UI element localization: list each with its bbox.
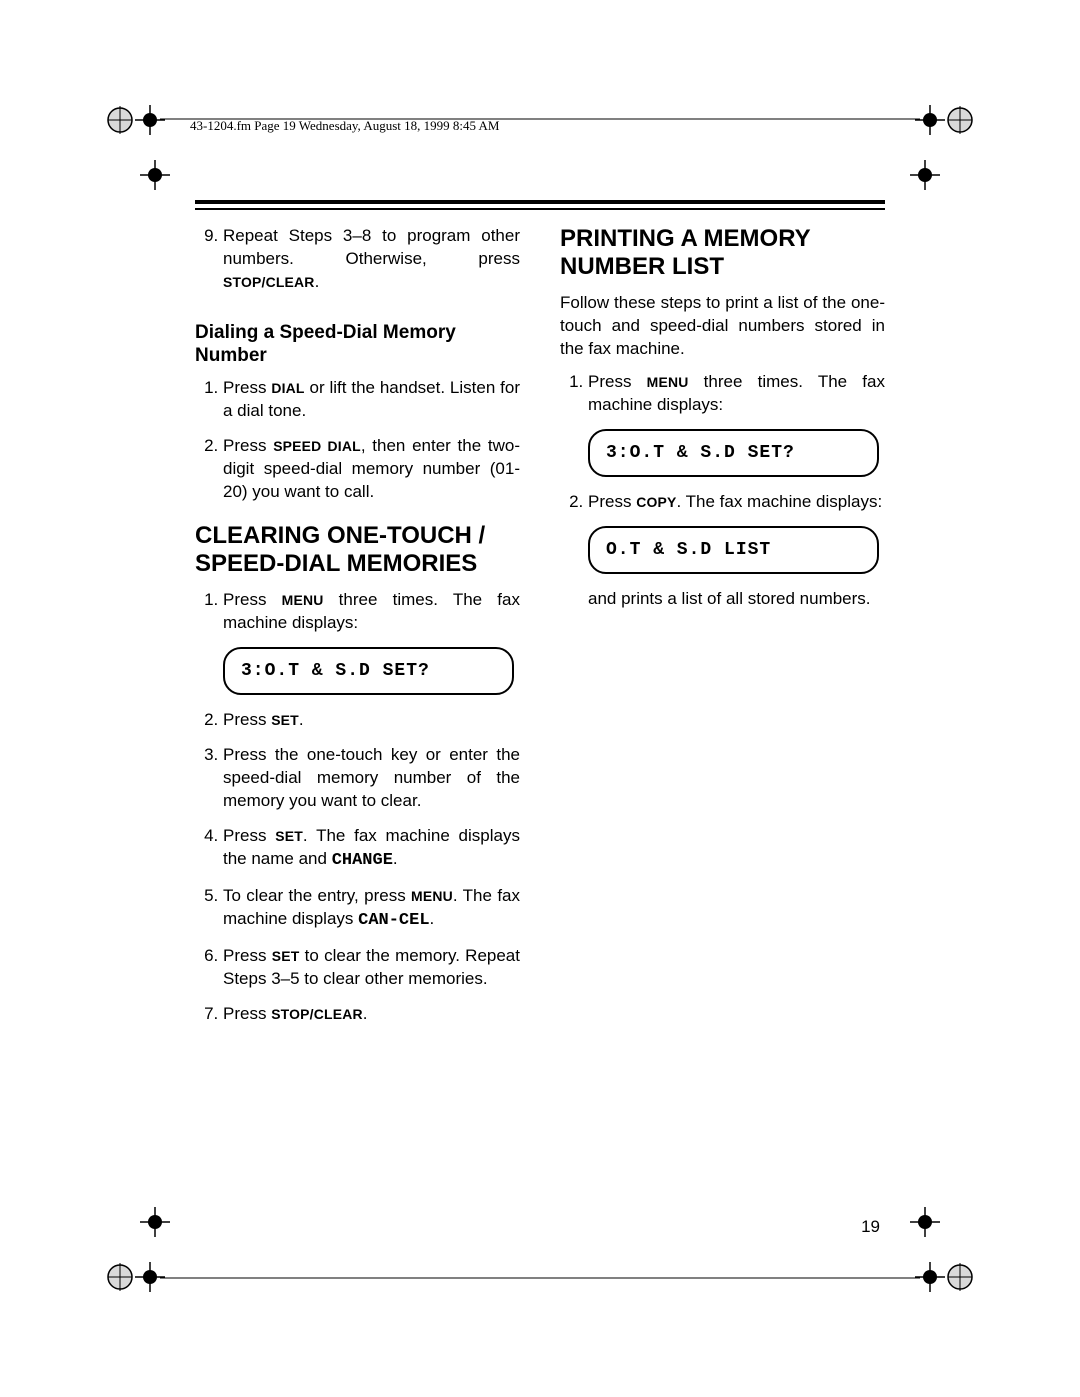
key-copy: COPY	[636, 494, 676, 510]
repeat-step: Repeat Steps 3–8 to program other number…	[223, 225, 520, 294]
right-column: PRINTING A MEMORY NUMBER LIST Follow the…	[560, 225, 885, 1247]
print-after: and prints a list of all stored numbers.	[588, 588, 885, 611]
clear-step-5: To clear the entry, press MENU. The fax …	[223, 885, 520, 933]
heading-dialing: Dialing a Speed-Dial Memory Number	[195, 322, 520, 368]
key-set: SET	[275, 828, 303, 844]
clear-step-2: Press SET.	[223, 709, 520, 732]
display-text-change: CHANGE	[332, 851, 393, 870]
heading-printing: PRINTING A MEMORY NUMBER LIST	[560, 225, 885, 280]
dial-step-1: Press DIAL or lift the handset. Listen f…	[223, 377, 520, 423]
crop-mark-bottom-left	[105, 1257, 165, 1297]
print-intro: Follow these steps to print a list of th…	[560, 292, 885, 361]
side-mark-right-upper	[910, 160, 940, 190]
key-set: SET	[272, 948, 300, 964]
crop-mark-top-right	[915, 100, 975, 140]
print-step-1: Press MENU three times. The fax machine …	[588, 371, 885, 417]
content-area: Repeat Steps 3–8 to program other number…	[195, 225, 885, 1247]
page-number: 19	[861, 1217, 880, 1237]
key-menu: MENU	[411, 888, 453, 904]
key-stop-clear: STOP/CLEAR	[271, 1006, 363, 1022]
heading-clearing: CLEARING ONE-TOUCH / SPEED-DIAL MEMORIES	[195, 522, 520, 577]
key-stop-clear: STOP/CLEAR	[223, 274, 315, 290]
lcd-display-3: O.T & S.D LIST	[588, 526, 879, 574]
clear-step-1: Press MENU three times. The fax machine …	[223, 589, 520, 635]
clear-step-4: Press SET. The fax machine displays the …	[223, 825, 520, 873]
crop-mark-bottom-right	[915, 1257, 975, 1297]
clear-step-6: Press SET to clear the memory. Repeat St…	[223, 945, 520, 991]
crop-line-bottom	[160, 1277, 920, 1279]
display-text-cancel: CAN-CEL	[358, 911, 429, 930]
lcd-display-2: 3:O.T & S.D SET?	[588, 429, 879, 477]
key-speed-dial: SPEED DIAL	[273, 438, 361, 454]
left-column: Repeat Steps 3–8 to program other number…	[195, 225, 520, 1247]
lcd-display-1: 3:O.T & S.D SET?	[223, 647, 514, 695]
side-mark-left-upper	[140, 160, 170, 190]
side-mark-left-lower	[140, 1207, 170, 1237]
header-meta: 43-1204.fm Page 19 Wednesday, August 18,…	[190, 118, 500, 134]
dial-step-2: Press SPEED DIAL, then enter the two-dig…	[223, 435, 520, 504]
page: 43-1204.fm Page 19 Wednesday, August 18,…	[0, 0, 1080, 1397]
side-mark-right-lower	[910, 1207, 940, 1237]
print-step-2: Press COPY. The fax machine displays:	[588, 491, 885, 514]
clear-step-7: Press STOP/CLEAR.	[223, 1003, 520, 1026]
clear-step-3: Press the one-touch key or enter the spe…	[223, 744, 520, 813]
header-rule	[195, 200, 885, 210]
key-menu: MENU	[282, 592, 324, 608]
text: .	[315, 272, 320, 291]
key-dial: DIAL	[271, 380, 304, 396]
text: Repeat Steps 3–8 to program other number…	[223, 226, 520, 268]
crop-mark-top-left	[105, 100, 165, 140]
key-menu: MENU	[647, 374, 689, 390]
key-set: SET	[271, 712, 299, 728]
